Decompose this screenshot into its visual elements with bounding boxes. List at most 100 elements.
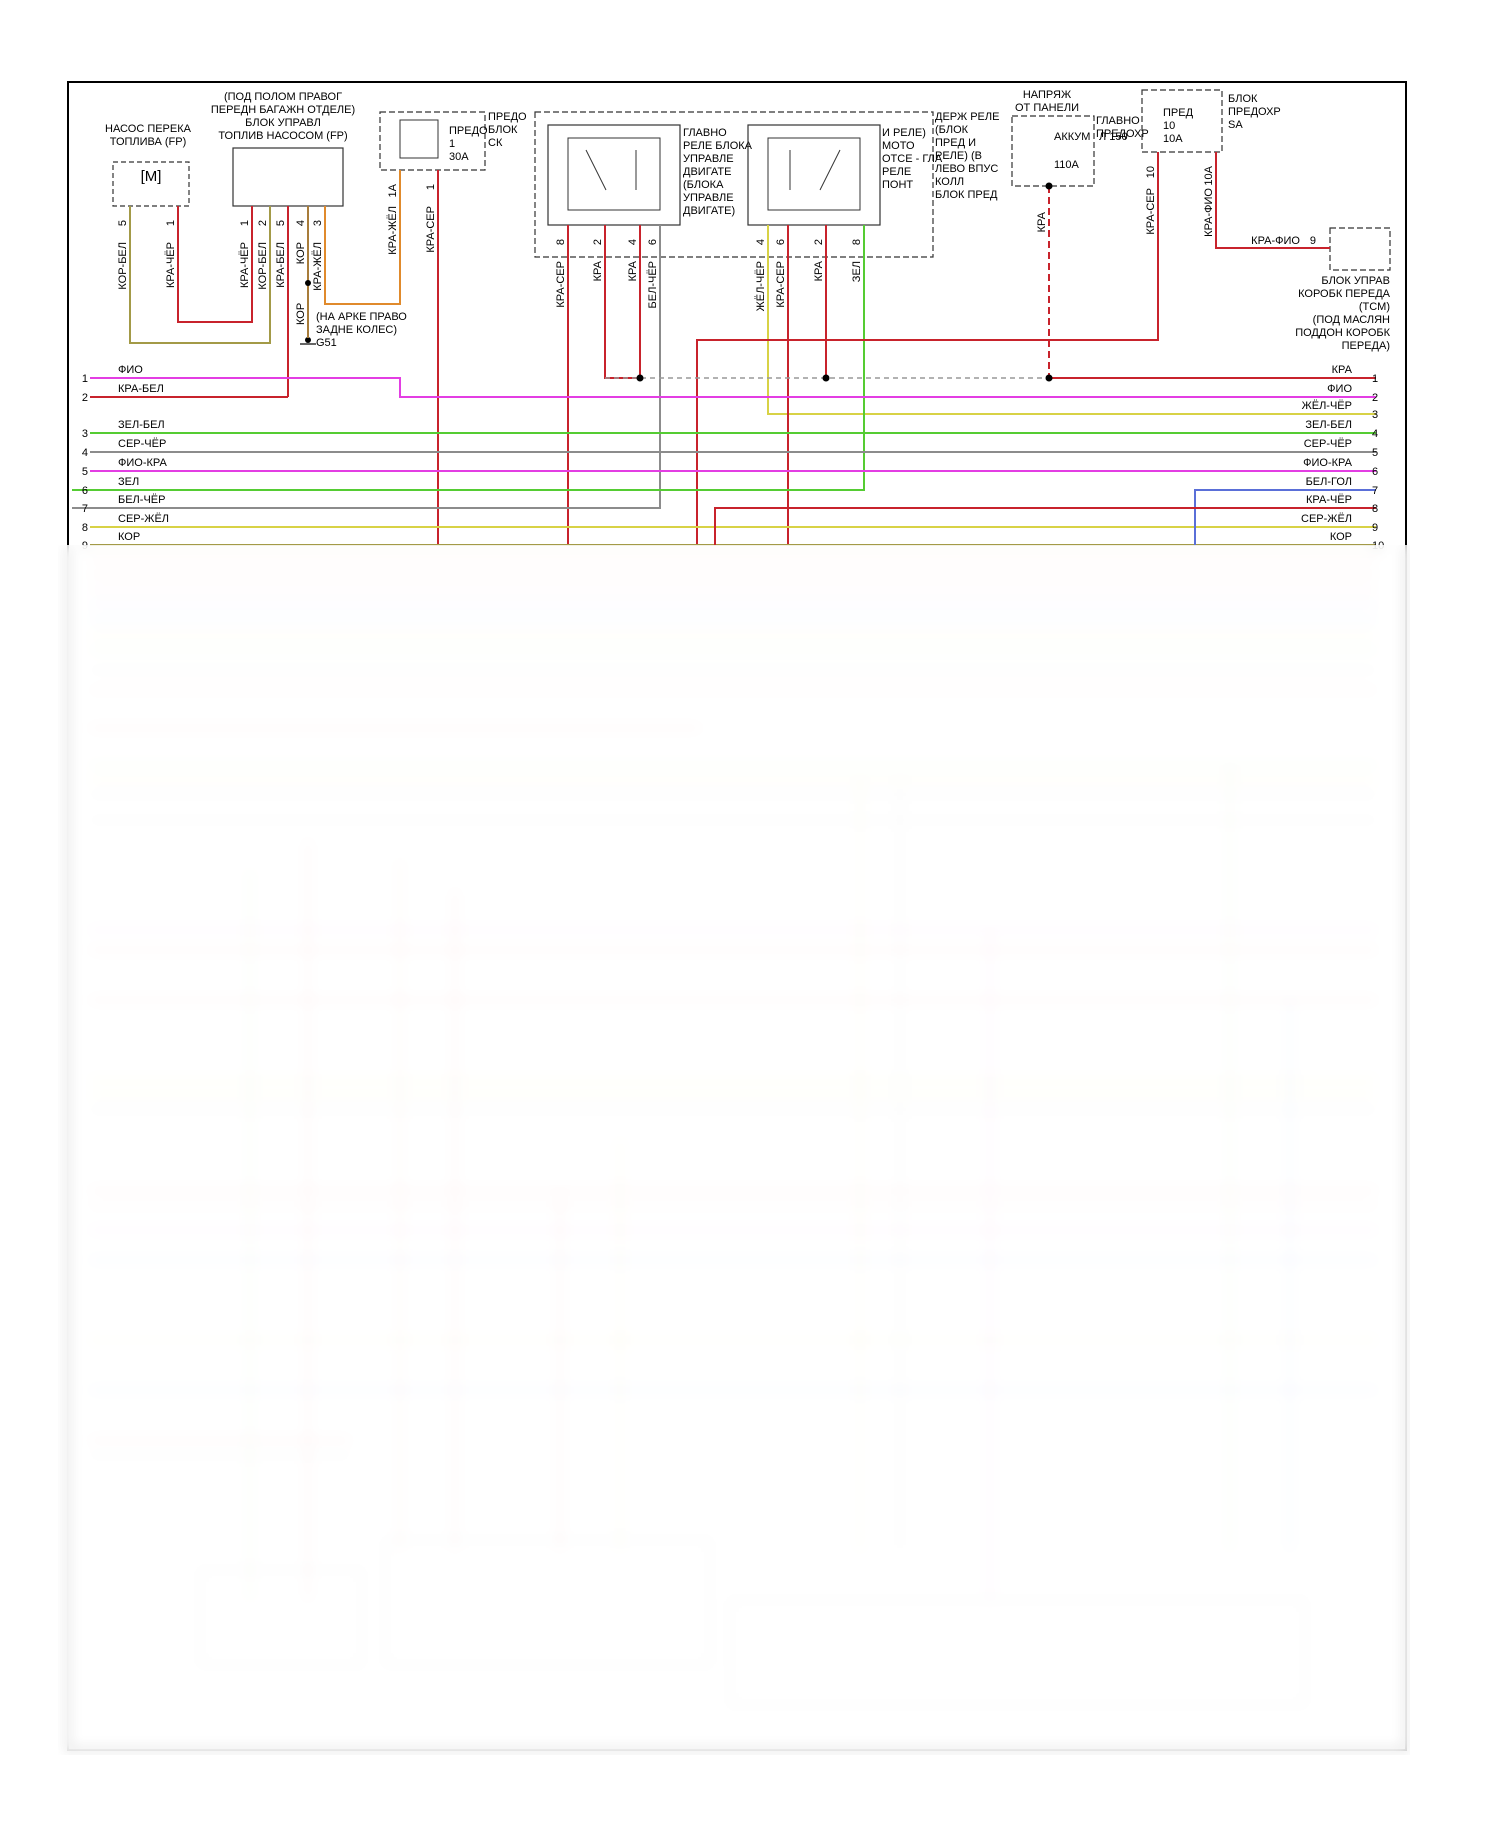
pin-number: 2 (592, 239, 604, 245)
pin-wire-label: КРА-СЕР (1145, 188, 1157, 235)
bus-left-label: СЕР-ЖЁЛ (118, 513, 169, 525)
fp-control-label-4: ТОПЛИВ НАСОСОМ (FP) (218, 130, 347, 142)
svg-text:БЛОК ПРЕД: БЛОК ПРЕД (935, 189, 998, 201)
pin-number: 6 (775, 239, 787, 245)
fp-control-module: (ПОД ПОЛОМ ПРАВОГ ПЕРЕДН БАГАЖН ОТДЕЛЕ) … (211, 91, 355, 207)
fuse-30a-label-3: СК (488, 137, 503, 149)
svg-text:(НА АРКЕ ПРАВО: (НА АРКЕ ПРАВО (316, 311, 407, 323)
pin-wire-label: КРА (1036, 211, 1048, 232)
fp-control-label-2: ПЕРЕДН БАГАЖН ОТДЕЛЕ) (211, 104, 355, 116)
bus-left-num: 3 (82, 428, 88, 440)
tcm-module: БЛОК УПРАВ КОРОБК ПЕРЕДА (TCM) (ПОД МАСЛ… (1295, 227, 1391, 352)
main-relay-label-5: (БЛОКА (683, 179, 724, 191)
bus-left-num: 8 (82, 522, 88, 534)
bus-right-label: ЗЕЛ-БЕЛ (1305, 419, 1352, 431)
pin-wire-label: КРА-ЖЁЛ (387, 206, 399, 255)
svg-text:ДЕРЖ РЕЛЕ: ДЕРЖ РЕЛЕ (935, 111, 999, 123)
svg-text:ПРЕД И: ПРЕД И (935, 137, 976, 149)
bus-left-num: 6 (82, 485, 88, 497)
svg-text:(БЛОК: (БЛОК (935, 124, 969, 136)
bus-right-num: 8 (1372, 503, 1378, 515)
bus-right-label: ФИО (1327, 383, 1352, 395)
pin-wire-label: ЗЕЛ (851, 261, 863, 282)
pin-number: 3 (312, 220, 324, 226)
pin-wire-label: КРА-ФИО (1251, 235, 1300, 247)
main-relay-label-4: ДВИГАТЕ (683, 166, 731, 178)
diagram-labels: 1 ФИО 2 КРА-БЕЛ 3 ЗЕЛ-БЕЛ 4 СЕР-ЧЁР 5 ФИО-КРА 6 ЗЕЛ… (82, 165, 1384, 552)
svg-text:БЛОК УПРАВ: БЛОК УПРАВ (1321, 275, 1390, 287)
bus-right-label: ЖЁЛ-ЧЁР (1302, 400, 1352, 412)
pin-wire-label: КОР (295, 303, 307, 325)
bus-left-label: СЕР-ЧЁР (118, 438, 166, 450)
pin-number: 1A (387, 183, 399, 197)
svg-text:(ПОД МАСЛЯН: (ПОД МАСЛЯН (1313, 314, 1390, 326)
cutoff-relay: И РЕЛЕ) МОТО ОТСЕ - ГЛА РЕЛЕ ПОНТ (747, 124, 943, 226)
svg-text:ПРЕДОХР: ПРЕДОХР (1096, 128, 1149, 140)
pin-number: 8 (555, 239, 567, 245)
pin-wire-label: КРА-СЕР (555, 261, 567, 308)
fuel-pump-motor-symbol: [M] (141, 168, 162, 185)
bus-right-label: СЕР-ЖЁЛ (1301, 513, 1352, 525)
pin-wire-label: КРА-ФИО (1203, 188, 1215, 237)
bus-left-label: ФИО-КРА (118, 457, 167, 469)
bus-left-num: 1 (82, 373, 88, 385)
pin-wire-label: КРА-БЕЛ (275, 242, 287, 288)
pin-number: 4 (295, 220, 307, 226)
bus-right-num: 1 (1372, 373, 1378, 385)
bus-right-label: БЕЛ-ГОЛ (1306, 476, 1352, 488)
pin-wire-label: КОР-БЕЛ (117, 242, 129, 290)
fuel-pump-label-1: НАСОС ПЕРЕКА (105, 123, 192, 135)
fuse-30a-inner-1: ПРЕДО (449, 125, 488, 137)
main-relay-label-2: РЕЛЕ БЛОКА (683, 140, 753, 152)
fp-control-label-3: БЛОК УПРАВЛ (245, 117, 321, 129)
bus-right-label: КРА (1332, 364, 1353, 376)
bus-right-num: 5 (1372, 447, 1378, 459)
bus-left-label: БЕЛ-ЧЁР (118, 494, 165, 506)
pin-number: 2 (813, 239, 825, 245)
pin-wire-label: КРА (813, 260, 825, 281)
relay-holder-box (534, 111, 934, 258)
pin-wire-label: КРА-ЖЁЛ (312, 242, 324, 291)
fuel-pump-label-2: ТОПЛИВА (FP) (110, 136, 187, 148)
panel-fuse-label: АККУМ (1054, 131, 1090, 143)
fuse-30a-label-1: ПРЕДО (488, 111, 527, 123)
pin-number: 8 (851, 239, 863, 245)
svg-text:КОЛЛ: КОЛЛ (935, 176, 964, 188)
svg-text:10A: 10A (1163, 133, 1183, 145)
svg-text:ОТ ПАНЕЛИ: ОТ ПАНЕЛИ (1015, 102, 1079, 114)
pin-number: 6 (647, 239, 659, 245)
panel-fuse-value: 110A (1054, 159, 1080, 171)
svg-text:Л 150: Л 150 (1099, 131, 1128, 143)
bus-right-num: 9 (1372, 522, 1378, 534)
cutoff-relay-label-2: МОТО (882, 140, 915, 152)
bus-right-label: СЕР-ЧЁР (1304, 438, 1352, 450)
fuse-30a-inner-3: 30A (449, 151, 469, 163)
pin-number: 1 (165, 220, 177, 226)
svg-text:ПОДДОН КОРОБК: ПОДДОН КОРОБК (1295, 327, 1390, 339)
panel-voltage: НАПРЯЖ ОТ ПАНЕЛИ АККУМ 110A ГЛАВНО ПРЕДО… (1011, 89, 1149, 187)
svg-text:ПРЕДОХР: ПРЕДОХР (1228, 106, 1281, 118)
svg-text:SA: SA (1228, 119, 1243, 131)
svg-text:(TCM): (TCM) (1359, 301, 1390, 313)
pin-wire-label: КОР (295, 242, 307, 264)
main-relay-label-3: УПРАВЛЕ (683, 153, 734, 165)
pin-number: 1 (425, 184, 437, 190)
svg-text:ЛЕВО ВПУС: ЛЕВО ВПУС (935, 163, 998, 175)
bus-right-label: КРА-ЧЁР (1306, 494, 1352, 506)
bus-left-num: 2 (82, 392, 88, 404)
fuel-pump: [M] НАСОС ПЕРЕКА ТОПЛИВА (FP) (105, 123, 192, 207)
bus-left-label: КРА-БЕЛ (118, 383, 164, 395)
svg-text:ЗАДНЕ КОЛЕС): ЗАДНЕ КОЛЕС) (316, 324, 397, 336)
cutoff-relay-label-1: И РЕЛЕ) (882, 127, 926, 139)
svg-text:10: 10 (1163, 120, 1175, 132)
bus-left-label: ФИО (118, 364, 143, 376)
main-relay-label-6: УПРАВЛЕ (683, 192, 734, 204)
pin-wire-label: БЕЛ-ЧЁР (647, 261, 659, 308)
bus-left-num: 9 (82, 540, 88, 552)
bus-lines (90, 377, 1376, 546)
cutoff-relay-label-4: РЕЛЕ (882, 166, 911, 178)
pin-number: 10 (1145, 166, 1157, 178)
pin-wire-label: КРА (592, 260, 604, 281)
relay-holder-label: ДЕРЖ РЕЛЕ (БЛОК ПРЕД И РЕЛЕ) (В ЛЕВО ВПУ… (935, 111, 999, 201)
